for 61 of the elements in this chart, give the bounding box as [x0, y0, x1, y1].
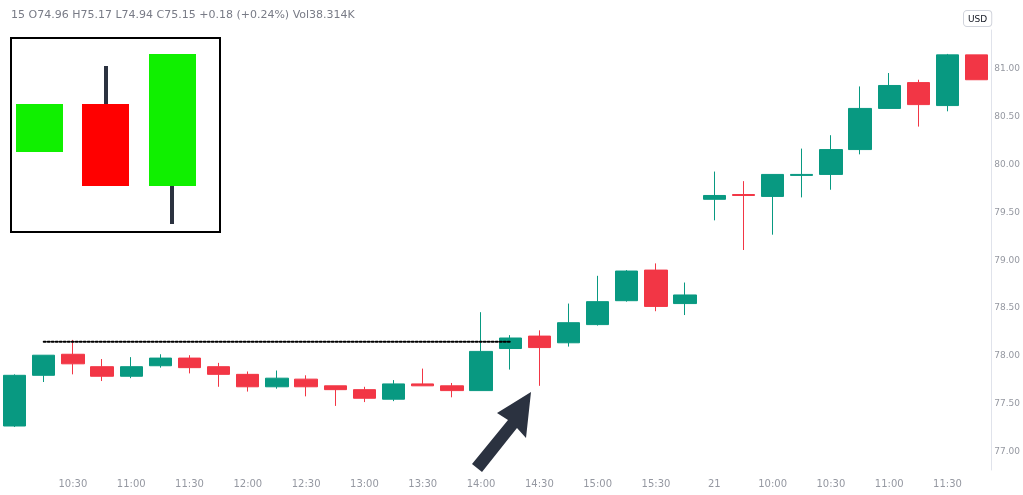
y-tick-label: 78.00 [994, 350, 1021, 361]
candlestick [878, 72, 901, 109]
candlestick [907, 79, 930, 128]
candlestick [353, 386, 376, 403]
candlestick [236, 370, 259, 393]
x-tick-label: 10:30 [58, 477, 88, 489]
x-tick-label: 14:00 [466, 477, 496, 489]
candlestick [382, 379, 405, 402]
candlestick [790, 148, 813, 198]
candlestick [411, 368, 434, 387]
candlestick [819, 134, 843, 191]
candlestick [557, 303, 580, 348]
y-tick-label: 79.00 [994, 254, 1021, 265]
y-tick-label: 80.00 [994, 158, 1021, 169]
candlestick [120, 356, 143, 379]
candlestick [586, 275, 609, 327]
x-tick-label: 13:30 [408, 477, 438, 489]
candlestick [615, 269, 638, 303]
candlestick [644, 262, 668, 312]
candlestick [324, 385, 347, 407]
x-tick-label: 10:00 [758, 477, 787, 489]
candlestick [149, 353, 172, 369]
candlestick [469, 311, 493, 392]
x-tick-label: 21 [707, 477, 721, 489]
candlestick [61, 339, 85, 375]
y-tick-label: 77.00 [994, 445, 1021, 456]
candlestick [732, 180, 755, 251]
chart-title: 15 O74.96 H75.17 L74.94 C75.15 +0.18 (+0.24%) Vol38.314K [11, 8, 356, 21]
candlestick [207, 362, 230, 388]
candlestick [90, 358, 114, 382]
candlestick [761, 173, 784, 236]
candlestick [673, 282, 697, 316]
x-tick-label: 11:00 [116, 477, 146, 489]
x-tick-label: 15:00 [583, 477, 613, 489]
x-tick-label: 15:30 [641, 477, 671, 489]
candlestick [32, 354, 55, 383]
x-tick-label: 14:30 [524, 477, 554, 489]
y-tick-label: 77.50 [994, 398, 1021, 409]
candlestick [3, 373, 26, 428]
y-tick-label: 80.50 [994, 111, 1021, 122]
x-tick-label: 12:30 [291, 477, 321, 489]
y-tick-label: 81.00 [994, 63, 1021, 74]
y-axis-title: USD [968, 13, 988, 24]
candlestick [528, 329, 551, 387]
x-tick-label: 13:00 [350, 477, 379, 489]
candlestick [499, 334, 522, 371]
candlestick [848, 85, 872, 155]
y-tick-label: 79.50 [994, 206, 1021, 217]
x-tick-label: 11:30 [933, 477, 962, 489]
candlestick [965, 54, 988, 81]
candlestick [178, 354, 201, 374]
candlestick [294, 374, 318, 397]
candlestick [265, 370, 289, 390]
x-tick-label: 10:30 [816, 477, 846, 489]
y-tick-label: 78.50 [994, 302, 1021, 313]
x-tick-label: 11:00 [874, 477, 904, 489]
x-tick-label: 12:00 [233, 477, 263, 489]
candlestick [936, 53, 959, 112]
candlestick [440, 382, 464, 398]
x-tick-label: 11:30 [175, 477, 204, 489]
candlestick [703, 171, 726, 221]
